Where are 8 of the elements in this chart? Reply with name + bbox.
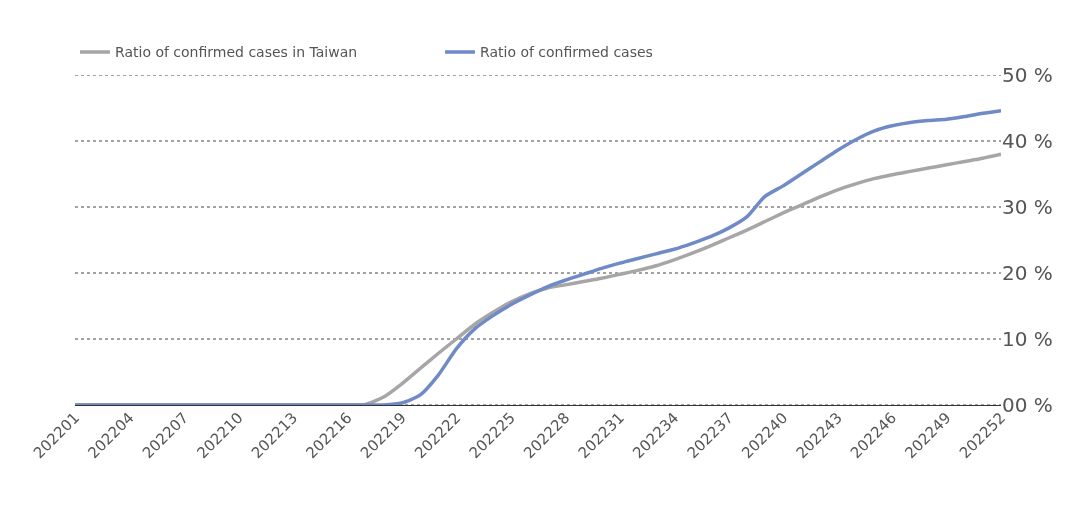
y-tick-label: 00 % <box>1002 393 1053 417</box>
y-tick-label: 10 % <box>1002 327 1053 351</box>
legend-label: Ratio of confirmed cases <box>480 44 653 61</box>
y-tick-label: 40 % <box>1002 129 1053 153</box>
y-tick-label: 50 % <box>1002 63 1053 87</box>
y-tick-label: 20 % <box>1002 261 1053 285</box>
y-tick-label: 30 % <box>1002 195 1053 219</box>
legend-label: Ratio of confirmed cases in Taiwan <box>115 44 358 61</box>
